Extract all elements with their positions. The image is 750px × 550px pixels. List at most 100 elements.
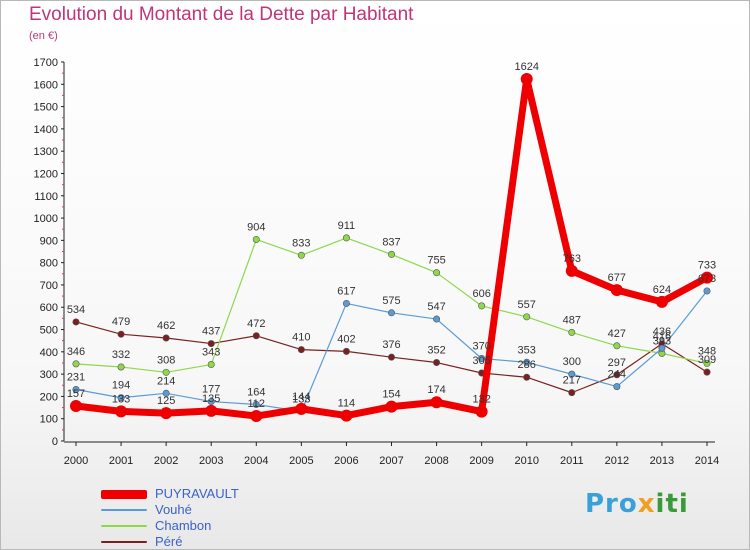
data-point	[340, 409, 353, 422]
data-point	[207, 398, 215, 406]
data-point	[70, 399, 82, 412]
data-point	[433, 269, 441, 277]
y-tick-label: 200	[40, 391, 58, 403]
legend-swatch-puyravault	[101, 489, 147, 499]
data-label: 177	[202, 384, 220, 396]
data-label: 606	[472, 288, 490, 300]
data-point	[162, 389, 170, 397]
y-tick-label: 1700	[34, 57, 58, 69]
data-point	[520, 72, 533, 85]
chart-title: Evolution du Montant de la Dette par Hab…	[29, 4, 414, 25]
x-tick-label: 2013	[650, 455, 674, 467]
y-tick-label: 900	[40, 235, 58, 247]
data-point	[478, 355, 486, 363]
x-tick-label: 2009	[469, 455, 493, 467]
data-point	[613, 383, 621, 391]
x-tick-label: 2000	[64, 455, 88, 467]
legend-label-chambon: Chambon	[155, 518, 212, 533]
y-tick-label: 1100	[34, 191, 58, 203]
data-label: 194	[112, 380, 130, 392]
data-point	[523, 358, 531, 366]
x-tick-label: 2012	[605, 455, 629, 467]
data-point	[433, 359, 441, 367]
data-label: 427	[608, 328, 626, 340]
data-label: 286	[518, 359, 536, 371]
data-point	[342, 234, 350, 242]
data-label: 132	[472, 394, 490, 406]
x-tick-label: 2008	[424, 455, 448, 467]
data-label: 343	[202, 347, 220, 359]
data-point	[433, 315, 441, 323]
data-point	[295, 402, 308, 415]
data-point	[252, 332, 260, 340]
data-point	[162, 368, 170, 376]
data-label: 904	[247, 221, 265, 233]
data-point	[252, 400, 260, 408]
data-label: 837	[382, 236, 400, 248]
series-1	[72, 287, 711, 415]
series-3	[72, 318, 711, 397]
data-label: 673	[698, 273, 716, 285]
data-point	[610, 284, 623, 297]
legend-label-vouhe: Vouhé	[155, 502, 192, 517]
data-label: 214	[157, 375, 175, 387]
chart-subtitle: (en €)	[29, 30, 58, 42]
data-point	[342, 299, 350, 307]
data-label: 376	[382, 339, 400, 351]
data-point	[250, 410, 263, 423]
data-label: 297	[608, 357, 626, 369]
data-point	[205, 404, 218, 417]
data-point	[565, 264, 578, 277]
data-point	[430, 396, 443, 409]
data-label: 436	[653, 326, 671, 338]
y-tick-label: 500	[40, 325, 58, 337]
data-point	[568, 328, 576, 336]
data-label: 231	[67, 372, 85, 384]
data-point	[115, 405, 128, 418]
data-label: 352	[427, 345, 445, 357]
data-point	[117, 330, 125, 338]
data-label: 755	[427, 255, 445, 267]
data-point	[72, 360, 80, 368]
data-label: 370	[472, 341, 490, 353]
data-point	[162, 334, 170, 342]
y-tick-label: 600	[40, 302, 58, 314]
x-tick-label: 2010	[514, 455, 538, 467]
data-point	[387, 309, 395, 317]
data-point	[613, 342, 621, 350]
data-point	[72, 318, 80, 326]
data-point	[703, 287, 711, 295]
series-2	[72, 234, 711, 376]
data-label: 174	[427, 384, 445, 396]
y-tick-label: 400	[40, 347, 58, 359]
data-point	[478, 302, 486, 310]
data-label: 125	[157, 395, 175, 407]
legend-label-pere: Péré	[155, 534, 183, 549]
data-label: 305	[472, 355, 490, 367]
data-label: 677	[608, 272, 626, 284]
x-tick-label: 2014	[695, 455, 719, 467]
data-point	[523, 373, 531, 381]
x-tick-label: 2004	[244, 455, 268, 467]
data-point	[387, 353, 395, 361]
x-tick-label: 2007	[379, 455, 403, 467]
data-label: 133	[292, 393, 310, 405]
data-label: 624	[653, 284, 671, 296]
data-label: 410	[292, 332, 310, 344]
x-tick-label: 2011	[560, 455, 584, 467]
data-label: 300	[563, 356, 581, 368]
legend-item-pere: Péré	[101, 534, 239, 550]
data-point	[160, 407, 173, 420]
y-tick-label: 1500	[34, 102, 58, 114]
data-point	[658, 344, 666, 352]
data-label: 462	[157, 320, 175, 332]
data-point	[703, 359, 711, 367]
legend-swatch-pere	[101, 541, 147, 543]
data-point	[117, 363, 125, 371]
data-label: 133	[112, 393, 130, 405]
data-label: 114	[338, 398, 356, 410]
x-tick-label: 2003	[199, 455, 223, 467]
data-label: 308	[157, 354, 175, 366]
